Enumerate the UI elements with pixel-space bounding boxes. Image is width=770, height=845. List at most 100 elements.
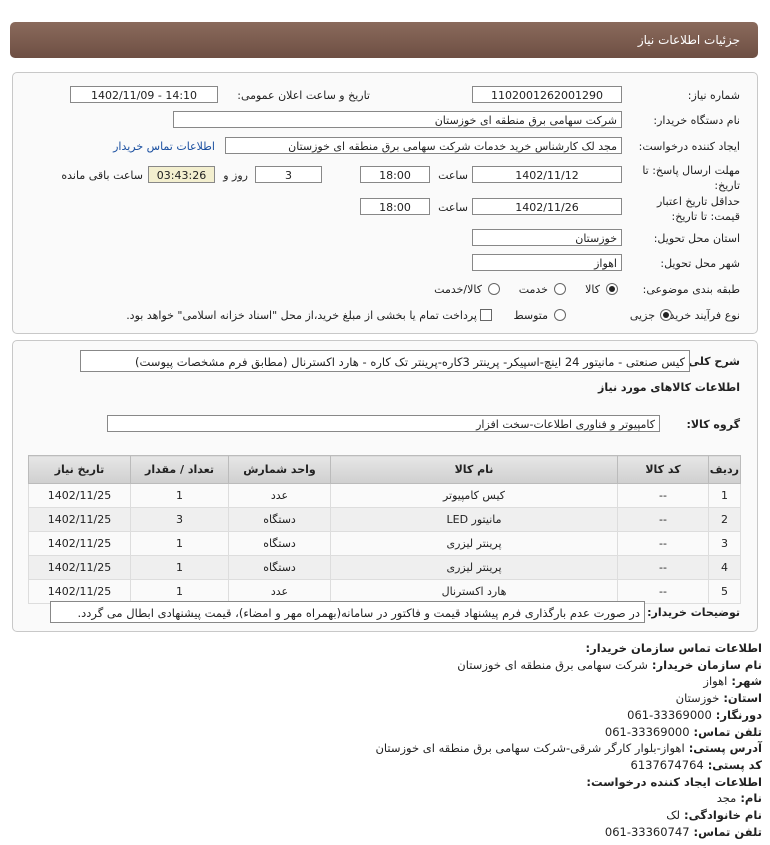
contact-label: شهر: xyxy=(731,674,762,689)
table-cell: پرینتر لیزری xyxy=(330,555,618,580)
field: کامپیوتر و فناوری اطلاعات-سخت افزار xyxy=(107,415,660,432)
header-bar xyxy=(10,22,758,58)
table-cell: کیس کامپیوتر xyxy=(330,483,618,508)
table-header: ردیف کد کالا نام کالا واحد شمارش تعداد / مقد… xyxy=(28,455,741,484)
label: تاریخ و ساعت اعلان عمومی: xyxy=(237,89,370,102)
radio[interactable] xyxy=(488,283,500,295)
table-cell: -- xyxy=(617,483,709,508)
table-row: 1 -- کیس کامپیوتر عدد 1 1402/11/25 xyxy=(28,483,741,508)
summary: کیس صنعتی - مانیتور 24 اینچ-اسپیکر- پرین… xyxy=(80,350,690,372)
radio[interactable] xyxy=(660,309,672,321)
contact-value: 33360747-061 xyxy=(604,824,690,839)
table-cell: پرینتر لیزری xyxy=(330,531,618,556)
contact-line: تلفن تماس:33369000-061 xyxy=(605,725,762,739)
contact-value: 6137674764 xyxy=(630,757,704,772)
contact-value: 33369000-061 xyxy=(627,707,712,722)
table-cell: 1 xyxy=(130,579,229,604)
column-header: تعداد / مقدار xyxy=(130,455,229,484)
contact-value: لک xyxy=(666,808,681,822)
contact-line: آدرس پستی:اهواز-بلوار کارگر شرقی-شرکت سه… xyxy=(375,741,762,755)
contact-label: نام سازمان خریدار: xyxy=(651,657,762,672)
label: مهلت ارسال پاسخ: تا تاریخ: xyxy=(642,164,740,192)
contact-line: کد پستی:6137674764 xyxy=(631,758,762,772)
label: ساعت xyxy=(438,169,468,182)
table-cell: 1 xyxy=(130,555,229,580)
field: شرکت سهامی برق منطقه ای خوزستان xyxy=(173,111,622,128)
label: روز و xyxy=(223,169,248,182)
contact-value: خوزستان xyxy=(675,691,720,706)
table-cell: 5 xyxy=(708,579,741,604)
field: 1102001262001290 xyxy=(472,86,622,103)
label: شماره نیاز: xyxy=(687,89,740,102)
radio[interactable] xyxy=(554,283,566,295)
table-cell: 1 xyxy=(130,483,229,508)
table-cell: 1 xyxy=(708,483,741,508)
table-cell: 3 xyxy=(708,531,741,556)
label: ساعت xyxy=(438,201,468,214)
option: کالا/خدمت xyxy=(434,283,482,296)
table-cell: عدد xyxy=(228,579,331,604)
radio[interactable] xyxy=(606,283,618,295)
field: 18:00 xyxy=(360,166,430,183)
column-header: واحد شمارش xyxy=(228,455,331,484)
field: 3 xyxy=(255,166,322,183)
contact-line: استان:خوزستان xyxy=(676,691,762,705)
table-row: 5 -- هارد اکسترنال عدد 1 1402/11/25 xyxy=(28,579,741,604)
label: توضیحات خریدار: xyxy=(647,606,740,619)
field: 1402/11/26 xyxy=(472,198,622,215)
column-header: ردیف xyxy=(708,455,741,484)
table-cell: عدد xyxy=(228,483,331,508)
notes: در صورت عدم بارگذاری فرم پیشنهاد قیمت و … xyxy=(50,601,645,623)
table-row: 2 -- مانیتور LED دستگاه 3 1402/11/25 xyxy=(28,507,741,532)
label: استان محل تحویل: xyxy=(653,232,740,245)
column-header: تاریخ نیاز xyxy=(28,455,131,484)
contact-value: اهواز xyxy=(703,674,728,689)
contact-label: نام: xyxy=(740,791,762,806)
field: 18:00 xyxy=(360,198,430,215)
table-cell: 1402/11/25 xyxy=(28,531,131,556)
table-cell: 1402/11/25 xyxy=(28,507,131,532)
option: پرداخت تمام یا بخشی از مبلغ خرید،از محل … xyxy=(126,309,477,322)
contact-label: اطلاعات تماس سازمان خریدار: xyxy=(585,641,762,655)
contact-link[interactable]: اطلاعات تماس خریدار xyxy=(113,140,215,153)
label: طبقه بندی موضوعی: xyxy=(642,283,740,296)
option: خدمت xyxy=(518,283,548,296)
field: 1402/11/09 - 14:10 xyxy=(70,86,218,103)
label: ایجاد کننده درخواست: xyxy=(638,140,740,153)
label: نوع فرآیند خرید : xyxy=(662,309,740,322)
table-cell: مانیتور LED xyxy=(330,507,618,532)
contact-line: تلفن تماس:33360747-061 xyxy=(605,825,762,839)
contact-label: استان: xyxy=(723,691,762,706)
table-row: 4 -- پرینتر لیزری دستگاه 1 1402/11/25 xyxy=(28,555,741,580)
contact-line: اطلاعات تماس سازمان خریدار: xyxy=(581,641,762,655)
table-body: 1 -- کیس کامپیوتر عدد 1 1402/11/25 2 -- مانیتور … xyxy=(28,483,741,604)
contact-line: شهر:اهواز xyxy=(703,674,762,688)
contact-value: 33369000-061 xyxy=(604,724,690,739)
table-cell: -- xyxy=(617,531,709,556)
contact-label: تلفن تماس: xyxy=(693,824,762,839)
table-cell: 1402/11/25 xyxy=(28,483,131,508)
table-cell: 3 xyxy=(130,507,229,532)
label: ساعت باقی مانده xyxy=(61,169,143,182)
field: 1402/11/12 xyxy=(472,166,622,183)
column-header: کد کالا xyxy=(617,455,709,484)
field: مجد لک کارشناس خرید خدمات شرکت سهامی برق… xyxy=(225,137,622,154)
table-cell: دستگاه xyxy=(228,531,331,556)
option: کالا xyxy=(585,283,600,296)
label: شهر محل تحویل: xyxy=(660,257,740,270)
contact-label: دورنگار: xyxy=(715,707,762,722)
radio[interactable] xyxy=(554,309,566,321)
table-cell: -- xyxy=(617,579,709,604)
contact-label: نام خانوادگی: xyxy=(684,808,762,822)
contact-line: دورنگار:33369000-061 xyxy=(627,708,762,722)
contact-line: نام سازمان خریدار:شرکت سهامی برق منطقه ا… xyxy=(457,658,762,672)
table-cell: -- xyxy=(617,555,709,580)
contact-label: آدرس پستی: xyxy=(688,741,762,756)
option: جزیی xyxy=(629,309,655,322)
table-cell: 4 xyxy=(708,555,741,580)
table-cell: دستگاه xyxy=(228,507,331,532)
contact-label: کد پستی: xyxy=(707,757,762,772)
checkbox[interactable] xyxy=(480,309,492,321)
